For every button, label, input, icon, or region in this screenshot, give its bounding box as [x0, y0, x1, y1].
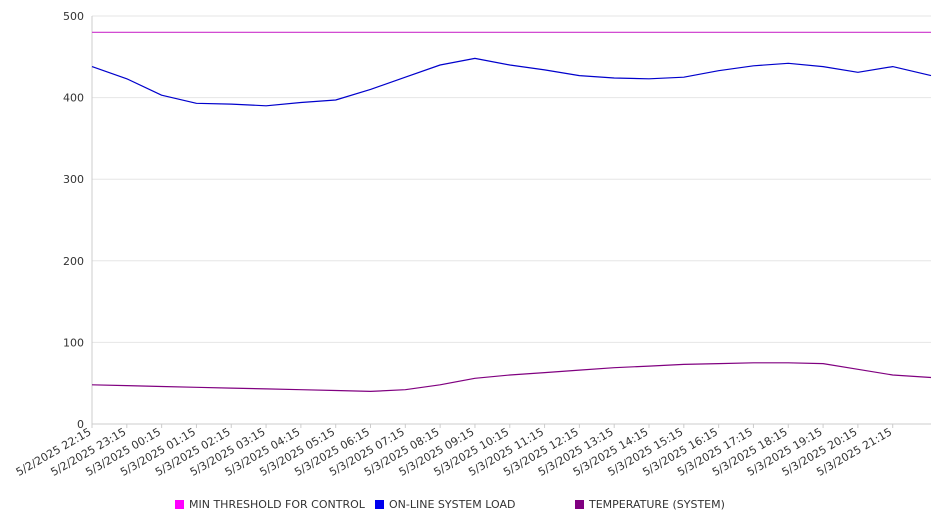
- y-tick-label: 300: [63, 173, 84, 186]
- series-line-system-load: [91, 57, 932, 107]
- legend-swatch-system-load: [375, 500, 384, 509]
- legend-item-min-threshold[interactable]: MIN THRESHOLD FOR CONTROL: [175, 498, 365, 511]
- series-line-temperature: [91, 362, 932, 392]
- legend-label-temperature: TEMPERATURE (SYSTEM): [589, 498, 725, 511]
- y-tick-label: 200: [63, 255, 84, 268]
- legend: MIN THRESHOLD FOR CONTROL ON-LINE SYSTEM…: [0, 498, 946, 518]
- series-lines: [91, 31, 932, 392]
- y-tick-labels: 0 100 200 300 400 500: [63, 10, 84, 431]
- legend-label-min-threshold: MIN THRESHOLD FOR CONTROL: [189, 498, 365, 511]
- legend-label-system-load: ON-LINE SYSTEM LOAD: [389, 498, 516, 511]
- legend-item-system-load[interactable]: ON-LINE SYSTEM LOAD: [375, 498, 515, 511]
- legend-swatch-min-threshold: [175, 500, 184, 509]
- legend-swatch-temperature: [575, 500, 584, 509]
- x-tick-labels: 5/2/2025 22:155/2/2025 23:155/3/2025 00:…: [14, 425, 894, 479]
- y-tick-label: 100: [63, 336, 84, 349]
- y-tick-label: 400: [63, 92, 84, 105]
- y-tick-label: 0: [77, 418, 84, 431]
- axes: [91, 16, 931, 428]
- grid-lines: [92, 15, 931, 343]
- y-tick-label: 500: [63, 10, 84, 23]
- legend-item-temperature[interactable]: TEMPERATURE (SYSTEM): [575, 498, 725, 511]
